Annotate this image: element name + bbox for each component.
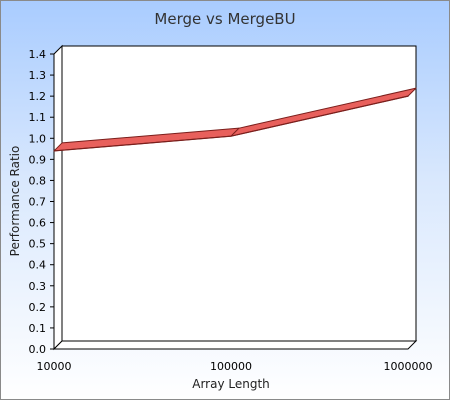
x-tick-label: 1000000 xyxy=(384,360,433,373)
y-tick-label: 1.4 xyxy=(29,48,47,61)
y-tick-label: 0.1 xyxy=(29,322,47,335)
y-tick-label: 0.5 xyxy=(29,238,47,251)
x-tick-label: 10000 xyxy=(37,360,72,373)
floor xyxy=(52,340,418,350)
plot-area: 0.0 0.1 0.2 0.3 0.4 0.5 0.6 0.7 0.8 0.9 1.0 1.1 1.2 1… xyxy=(29,44,433,373)
y-tick-label: 0.9 xyxy=(29,153,47,166)
y-tick-label: 0.7 xyxy=(29,196,47,209)
x-tick-label: 100000 xyxy=(210,360,252,373)
data-point xyxy=(407,95,409,97)
y-tick-label: 0.6 xyxy=(29,217,47,230)
x-axis-label: Array Length xyxy=(192,377,270,391)
y-tick-label: 1.2 xyxy=(29,90,47,103)
y-tick-label: 0.3 xyxy=(29,280,47,293)
y-tick-label: 1.1 xyxy=(29,111,47,124)
y-tick-label: 0.0 xyxy=(29,343,47,356)
y-axis-label: Performance Ratio xyxy=(8,146,22,257)
data-point xyxy=(53,150,55,152)
chart-title: Merge vs MergeBU xyxy=(154,10,295,28)
y-tick-label: 1.3 xyxy=(29,69,47,82)
y-tick-label: 0.4 xyxy=(29,259,47,272)
y-tick-label: 0.2 xyxy=(29,301,47,314)
back-wall xyxy=(61,45,417,342)
y-tick-label: 0.8 xyxy=(29,174,47,187)
data-point xyxy=(230,135,232,137)
left-wall xyxy=(53,44,63,351)
y-tick-label: 1.0 xyxy=(29,132,47,145)
